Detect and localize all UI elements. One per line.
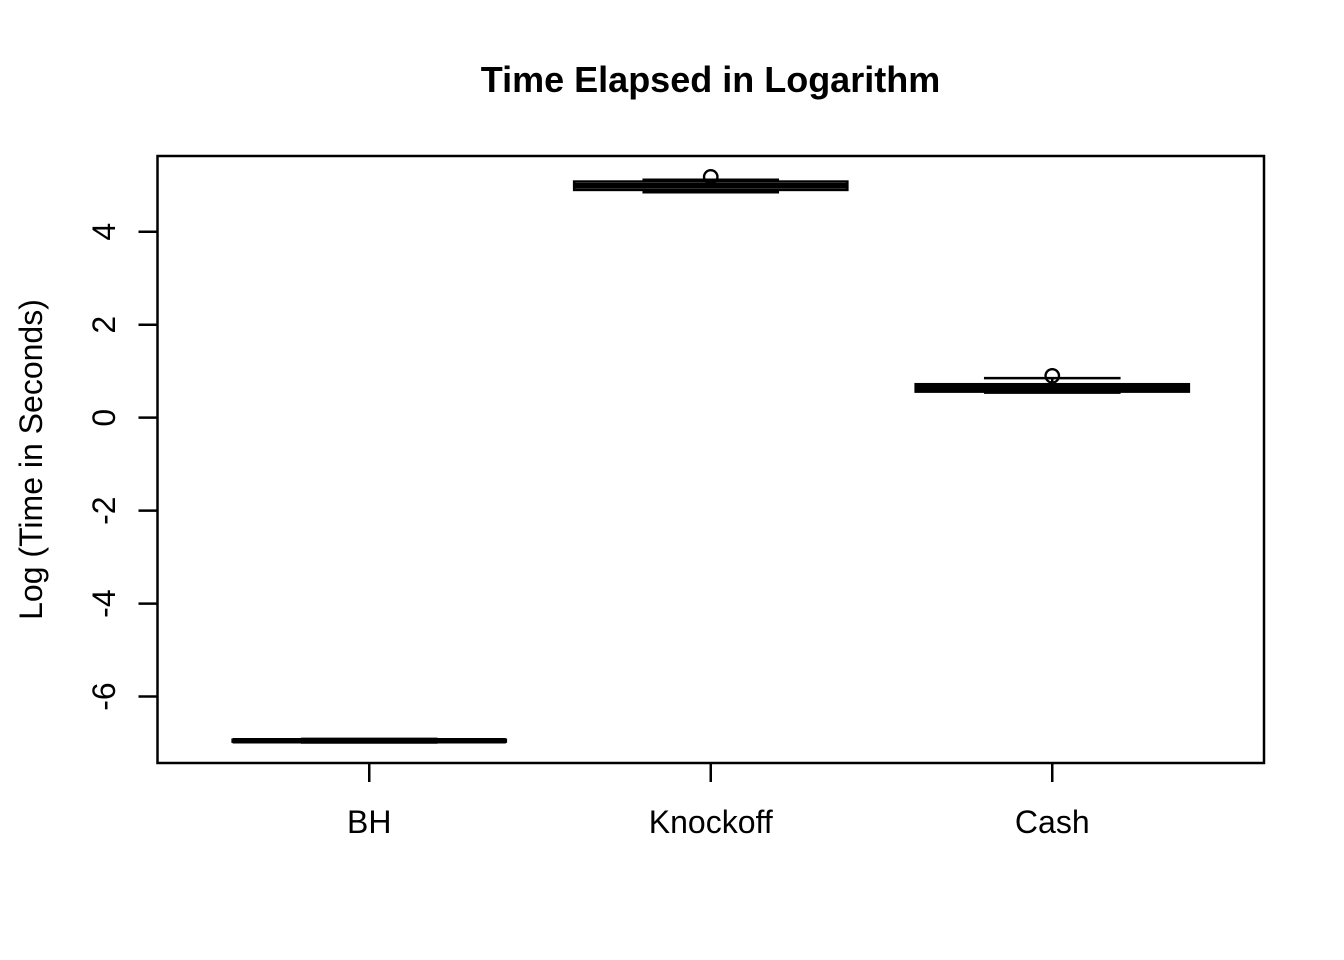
y-tick-label: -2: [86, 496, 122, 524]
x-tick-label: BH: [347, 804, 391, 840]
boxplot-knockoff: [572, 169, 849, 194]
x-tick-label: Knockoff: [649, 804, 773, 840]
y-tick-label: -4: [86, 589, 122, 617]
plot-border: [156, 154, 1266, 765]
y-tick-label: -6: [86, 682, 122, 710]
y-axis-label: Log (Time in Seconds): [13, 299, 49, 620]
outlier-point: [1044, 367, 1061, 384]
y-tick-label: 4: [86, 223, 122, 241]
y-tick-label: 2: [86, 316, 122, 334]
y-axis: 4 2 0 -2 -4 -6: [86, 223, 158, 711]
boxplot-series: [231, 169, 1191, 744]
x-tick-label: Cash: [1015, 804, 1090, 840]
boxplot-bh: [231, 737, 508, 744]
outlier-point: [702, 169, 719, 185]
chart-title: Time Elapsed in Logarithm: [481, 59, 940, 100]
boxplot-cash: [914, 367, 1191, 394]
y-tick-label: 0: [86, 409, 122, 427]
x-axis: BH Knockoff Cash: [347, 763, 1090, 840]
